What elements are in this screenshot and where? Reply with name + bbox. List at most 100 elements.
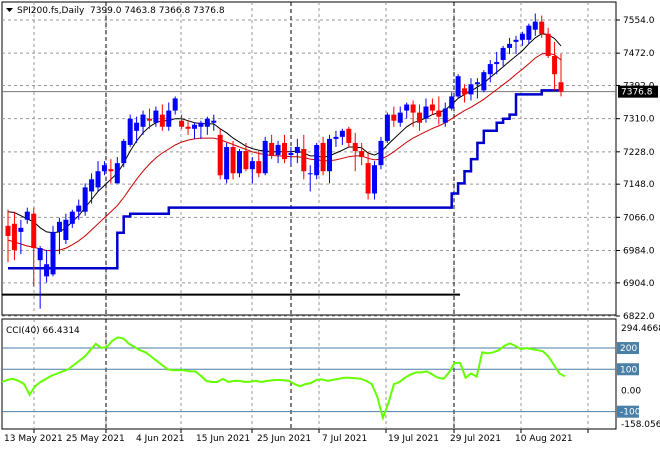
candle-body bbox=[269, 142, 275, 156]
candle-body bbox=[468, 84, 474, 95]
candle-body bbox=[114, 163, 120, 184]
candle-body bbox=[166, 110, 172, 127]
candle-body bbox=[56, 221, 62, 232]
candle-body bbox=[127, 118, 133, 145]
candle-body bbox=[146, 118, 152, 121]
cci-tick-label: -100 bbox=[620, 408, 641, 418]
candle-body bbox=[513, 39, 519, 42]
cci-indicator-label: CCI(40) 66.4314 bbox=[6, 326, 80, 336]
candle-body bbox=[474, 82, 480, 85]
candle-body bbox=[410, 104, 416, 113]
candle-body bbox=[179, 120, 185, 127]
candle-body bbox=[320, 142, 326, 172]
candle-body bbox=[455, 76, 461, 97]
candle-body bbox=[429, 104, 435, 111]
candle-body bbox=[391, 114, 397, 121]
cci-level-badge bbox=[617, 405, 639, 418]
candle-body bbox=[558, 82, 564, 92]
candle-body bbox=[526, 25, 532, 40]
candle-body bbox=[89, 179, 95, 192]
candle-body bbox=[532, 21, 538, 30]
candle-body bbox=[314, 144, 320, 176]
candle-body bbox=[217, 134, 223, 176]
candle-body bbox=[37, 248, 43, 261]
candle-body bbox=[76, 205, 82, 212]
candle-body bbox=[339, 130, 345, 137]
candle-body bbox=[436, 110, 442, 117]
candle-body bbox=[539, 21, 545, 34]
candle-body bbox=[352, 142, 358, 152]
stop-line-series bbox=[8, 89, 561, 270]
price-tick-label: 7066.0 bbox=[623, 213, 655, 223]
candle-body bbox=[384, 114, 390, 141]
price-tick-label: 7228.0 bbox=[623, 148, 655, 158]
ohlc-label: 7399.0 7463.8 7366.8 7376.8 bbox=[90, 6, 225, 16]
candle-body bbox=[372, 165, 378, 194]
candlestick-series bbox=[5, 13, 564, 309]
cci-level-badge bbox=[617, 363, 639, 376]
symbol-label: SPI200.fs,Daily bbox=[17, 6, 85, 16]
candle-body bbox=[507, 43, 513, 48]
date-tick-label: 7 Jul 2021 bbox=[322, 434, 367, 444]
candle-body bbox=[198, 122, 204, 127]
date-tick-label: 29 Jul 2021 bbox=[450, 434, 501, 444]
candle-body bbox=[545, 33, 551, 56]
price-tick-label: 7310.0 bbox=[623, 115, 655, 125]
current-price-badge bbox=[618, 85, 658, 98]
candle-body bbox=[359, 151, 365, 158]
candle-body bbox=[63, 219, 69, 240]
candle-body bbox=[288, 153, 294, 156]
candle-body bbox=[50, 231, 56, 275]
candle-body bbox=[552, 55, 558, 75]
candle-body bbox=[301, 148, 307, 172]
cci-tick-label: -158.056 bbox=[621, 420, 660, 430]
candle-body bbox=[307, 173, 313, 175]
candle-body bbox=[108, 169, 114, 172]
candle-body bbox=[494, 62, 500, 65]
date-tick-label: 25 Jun 2021 bbox=[257, 434, 311, 444]
cci-indicator-pane bbox=[1, 318, 617, 430]
candle-body bbox=[404, 104, 410, 111]
candle-body bbox=[153, 110, 159, 123]
cci-tick-label: 100 bbox=[620, 365, 637, 375]
candle-body bbox=[333, 136, 339, 139]
cci-axis: 294.4668 200 100 0.00 -100 -158.056 bbox=[617, 324, 660, 430]
price-tick-label: 7554.0 bbox=[623, 16, 655, 26]
candle-body bbox=[275, 144, 281, 156]
cci-tick-label: 200 bbox=[620, 344, 637, 354]
current-price-marker: 7376.8 bbox=[618, 85, 658, 98]
candle-body bbox=[101, 165, 107, 172]
candle-body bbox=[18, 227, 24, 232]
candle-body bbox=[185, 126, 191, 129]
price-tick-label: 6984.0 bbox=[623, 246, 655, 256]
candle-body bbox=[378, 140, 384, 166]
candle-body bbox=[462, 88, 468, 95]
candle-body bbox=[487, 64, 493, 75]
cci-line bbox=[1, 336, 566, 422]
candle-body bbox=[442, 108, 448, 123]
date-tick-label: 25 May 2021 bbox=[66, 434, 125, 444]
candle-body bbox=[365, 163, 371, 194]
date-tick-label: 15 Jun 2021 bbox=[196, 434, 250, 444]
cci-tick-label: 294.4668 bbox=[621, 324, 660, 334]
candle-body bbox=[423, 106, 429, 119]
cci-tick-label: 0.00 bbox=[621, 386, 641, 396]
chart-menu-arrow-icon[interactable] bbox=[6, 8, 13, 12]
cci-line-series bbox=[1, 336, 566, 422]
candle-body bbox=[481, 72, 487, 91]
candle-body bbox=[230, 146, 236, 174]
candle-body bbox=[134, 122, 140, 131]
candle-body bbox=[140, 114, 146, 127]
candle-body bbox=[262, 140, 268, 174]
candle-body bbox=[69, 211, 75, 224]
price-tick-label: 7472.0 bbox=[623, 49, 655, 59]
price-tick-label: 6904.0 bbox=[623, 279, 655, 289]
cci-level-badge bbox=[617, 342, 639, 355]
price-tick-label: 7148.0 bbox=[623, 180, 655, 190]
candle-body bbox=[5, 225, 11, 236]
candle-body bbox=[211, 120, 217, 123]
candle-body bbox=[44, 264, 50, 277]
candle-body bbox=[82, 187, 88, 212]
date-axis: 13 May 2021 25 May 2021 4 Jun 2021 15 Jun 2… bbox=[4, 429, 589, 444]
